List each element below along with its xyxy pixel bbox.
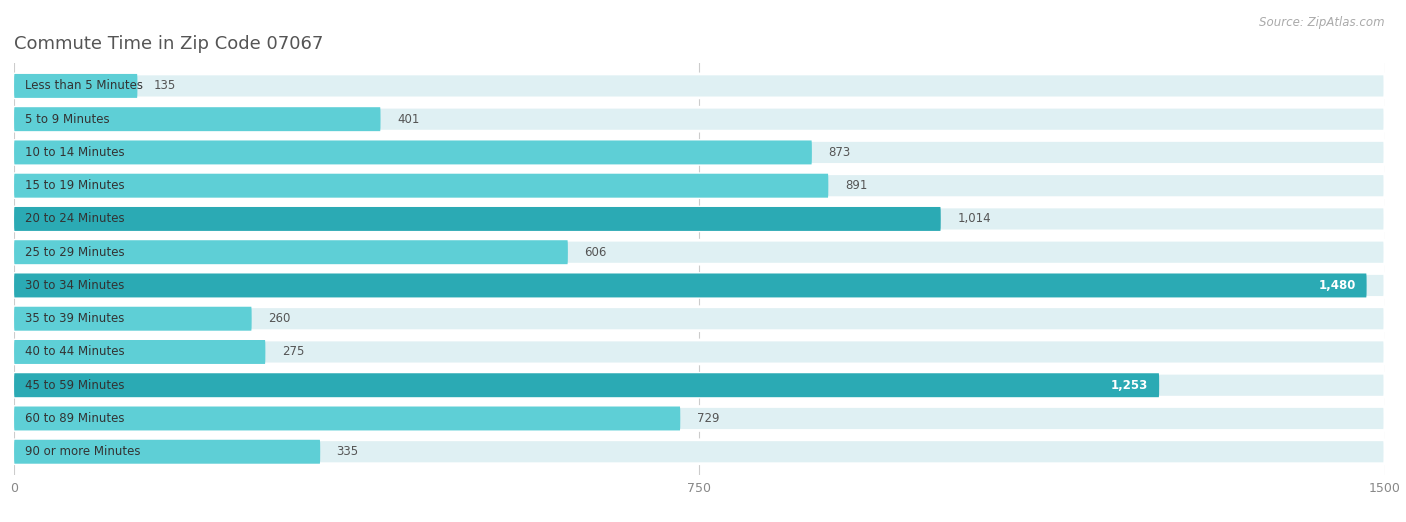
Text: 1,014: 1,014	[957, 212, 991, 226]
FancyBboxPatch shape	[14, 373, 1159, 397]
FancyBboxPatch shape	[14, 107, 381, 131]
FancyBboxPatch shape	[14, 74, 138, 98]
Text: 606: 606	[585, 246, 607, 259]
FancyBboxPatch shape	[14, 140, 811, 164]
Text: 275: 275	[281, 346, 304, 359]
FancyBboxPatch shape	[14, 274, 1367, 298]
Text: 45 to 59 Minutes: 45 to 59 Minutes	[25, 379, 125, 392]
FancyBboxPatch shape	[14, 240, 1385, 264]
FancyBboxPatch shape	[14, 340, 1385, 364]
Text: 15 to 19 Minutes: 15 to 19 Minutes	[25, 179, 125, 192]
FancyBboxPatch shape	[14, 274, 1385, 298]
FancyBboxPatch shape	[14, 74, 1385, 98]
Text: 5 to 9 Minutes: 5 to 9 Minutes	[25, 113, 110, 126]
Text: 60 to 89 Minutes: 60 to 89 Minutes	[25, 412, 125, 425]
FancyBboxPatch shape	[14, 240, 568, 264]
FancyBboxPatch shape	[14, 307, 1385, 331]
Text: 1,480: 1,480	[1319, 279, 1355, 292]
FancyBboxPatch shape	[14, 174, 1385, 198]
FancyBboxPatch shape	[14, 107, 1385, 131]
Text: 30 to 34 Minutes: 30 to 34 Minutes	[25, 279, 124, 292]
Text: 35 to 39 Minutes: 35 to 39 Minutes	[25, 312, 124, 325]
FancyBboxPatch shape	[14, 207, 1385, 231]
Text: 10 to 14 Minutes: 10 to 14 Minutes	[25, 146, 125, 159]
Text: 260: 260	[269, 312, 291, 325]
Text: Less than 5 Minutes: Less than 5 Minutes	[25, 79, 143, 92]
FancyBboxPatch shape	[14, 174, 828, 198]
Text: 335: 335	[336, 445, 359, 458]
FancyBboxPatch shape	[14, 440, 1385, 464]
Text: 90 or more Minutes: 90 or more Minutes	[25, 445, 141, 458]
FancyBboxPatch shape	[14, 340, 266, 364]
FancyBboxPatch shape	[14, 440, 321, 464]
Text: 135: 135	[153, 79, 176, 92]
FancyBboxPatch shape	[14, 207, 941, 231]
Text: Commute Time in Zip Code 07067: Commute Time in Zip Code 07067	[14, 35, 323, 53]
FancyBboxPatch shape	[14, 373, 1385, 397]
Text: 40 to 44 Minutes: 40 to 44 Minutes	[25, 346, 125, 359]
Text: Source: ZipAtlas.com: Source: ZipAtlas.com	[1260, 16, 1385, 29]
Text: 20 to 24 Minutes: 20 to 24 Minutes	[25, 212, 125, 226]
FancyBboxPatch shape	[14, 307, 252, 331]
Text: 873: 873	[828, 146, 851, 159]
Text: 401: 401	[396, 113, 419, 126]
Text: 729: 729	[697, 412, 720, 425]
FancyBboxPatch shape	[14, 407, 681, 431]
Text: 25 to 29 Minutes: 25 to 29 Minutes	[25, 246, 125, 259]
FancyBboxPatch shape	[14, 140, 1385, 164]
FancyBboxPatch shape	[14, 407, 1385, 431]
Text: 1,253: 1,253	[1111, 379, 1149, 392]
Text: 891: 891	[845, 179, 868, 192]
